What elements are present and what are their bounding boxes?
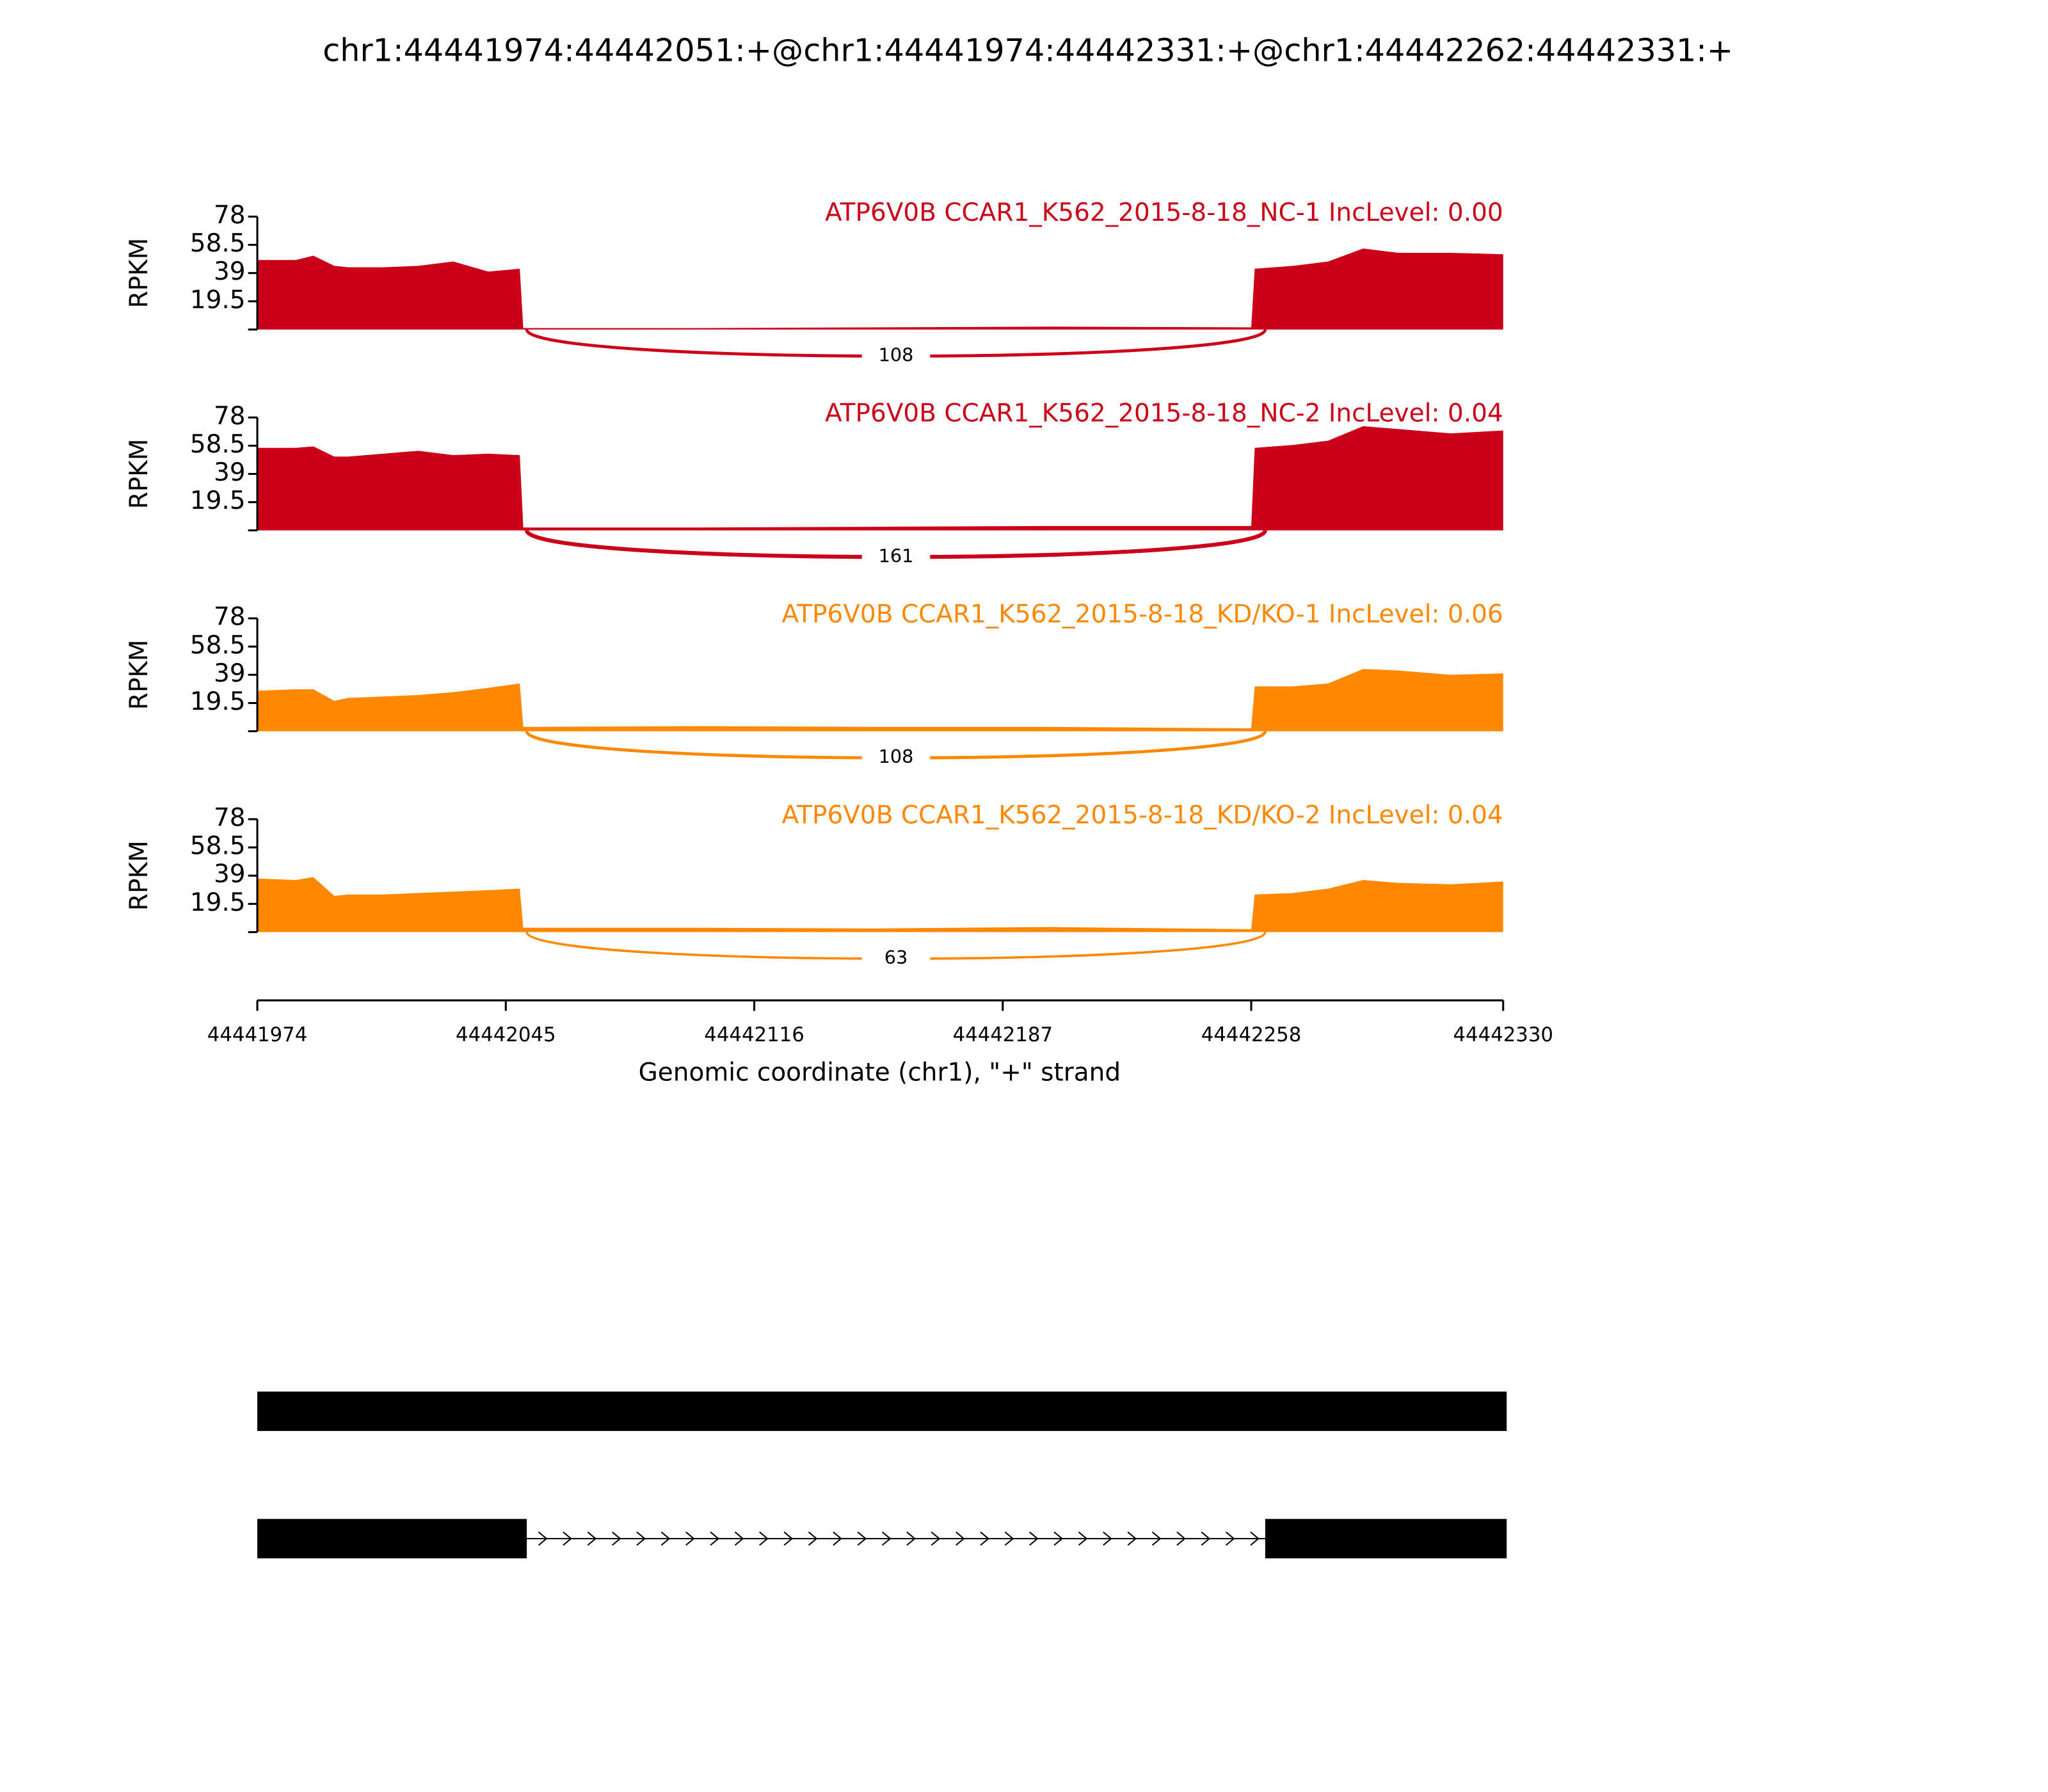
intron-arrow [857,1532,867,1546]
x-tick-label: 44442116 [704,1023,804,1046]
y-tick-label: 19.5 [190,888,246,917]
intron-arrow [1201,1532,1211,1546]
intron-arrow [710,1532,719,1546]
intron-arrow [1029,1532,1039,1546]
intron-arrow [660,1532,671,1546]
coverage-area [257,248,1503,330]
y-tick-label: 58.5 [190,631,246,660]
junction-label: 63 [884,947,908,968]
intron-arrow [1176,1532,1186,1546]
intron-arrow [636,1532,646,1546]
track-label: ATP6V0B CCAR1_K562_2015-8-18_KD/KO-2 Inc… [782,801,1503,829]
coverage-area [257,877,1503,932]
junction-label: 161 [879,545,914,566]
x-axis-label: Genomic coordinate (chr1), "+" strand [639,1058,1121,1087]
track-label: ATP6V0B CCAR1_K562_2015-8-18_NC-2 IncLev… [825,399,1503,428]
intron-arrow [1004,1532,1014,1546]
intron-arrow [783,1532,794,1546]
y-axis-label: RPKM [125,840,154,911]
coverage-area [257,669,1503,732]
intron-arrow [931,1532,941,1546]
junction-label-box [861,744,931,771]
intron-arrow [906,1532,916,1546]
y-tick-label: 39 [214,860,246,889]
intron-arrow [1078,1532,1088,1546]
intron-arrow [587,1532,597,1546]
intron-arrow [881,1532,892,1546]
y-tick-label: 39 [214,257,246,286]
junction-label: 108 [879,344,914,365]
junction-label: 108 [879,746,914,767]
intron-arrow [808,1532,818,1546]
exon [257,1519,527,1558]
y-tick-label: 19.5 [190,687,246,716]
y-tick-label: 39 [214,659,246,688]
y-tick-label: 78 [214,402,246,431]
y-tick-label: 78 [214,603,246,632]
x-tick-label: 44442045 [456,1023,556,1046]
junction-label-box [861,945,931,972]
intron-arrow [734,1532,744,1546]
exon [257,1391,1507,1431]
x-tick-label: 44441974 [207,1023,308,1046]
intron-arrow [980,1532,989,1546]
intron-arrow [1127,1532,1137,1546]
intron-arrow [1151,1532,1162,1546]
y-axis-label: RPKM [125,639,154,710]
y-axis-label: RPKM [125,439,154,509]
intron-arrow [1225,1532,1235,1546]
intron-arrow [685,1532,695,1546]
chart-title: chr1:44441974:44442051:+@chr1:44441974:4… [323,32,1733,69]
y-tick-label: 58.5 [190,430,246,459]
junction-label-box [861,342,931,369]
y-axis-label: RPKM [125,238,154,308]
y-tick-label: 78 [214,201,246,230]
intron-arrow [1250,1532,1260,1546]
x-tick-label: 44442187 [953,1023,1053,1046]
y-tick-label: 19.5 [190,486,246,515]
intron-arrow [833,1532,842,1546]
y-tick-label: 19.5 [190,285,246,314]
y-tick-label: 58.5 [190,832,246,861]
intron-arrow [1103,1532,1112,1546]
exon [1265,1519,1507,1558]
track-label: ATP6V0B CCAR1_K562_2015-8-18_NC-1 IncLev… [825,198,1503,227]
intron-arrow [956,1532,965,1546]
track-label: ATP6V0B CCAR1_K562_2015-8-18_KD/KO-1 Inc… [782,600,1503,629]
intron-arrow [1053,1532,1064,1546]
coverage-area [257,426,1503,531]
intron-arrow [538,1532,548,1546]
y-tick-label: 78 [214,804,246,833]
y-tick-label: 58.5 [190,229,246,258]
intron-arrow [759,1532,769,1546]
junction-label-box [861,543,931,570]
intron-arrow [563,1532,572,1546]
x-tick-label: 44442258 [1201,1023,1302,1046]
y-tick-label: 39 [214,458,246,487]
intron-arrow [611,1532,621,1546]
x-tick-label: 44442330 [1453,1023,1553,1046]
